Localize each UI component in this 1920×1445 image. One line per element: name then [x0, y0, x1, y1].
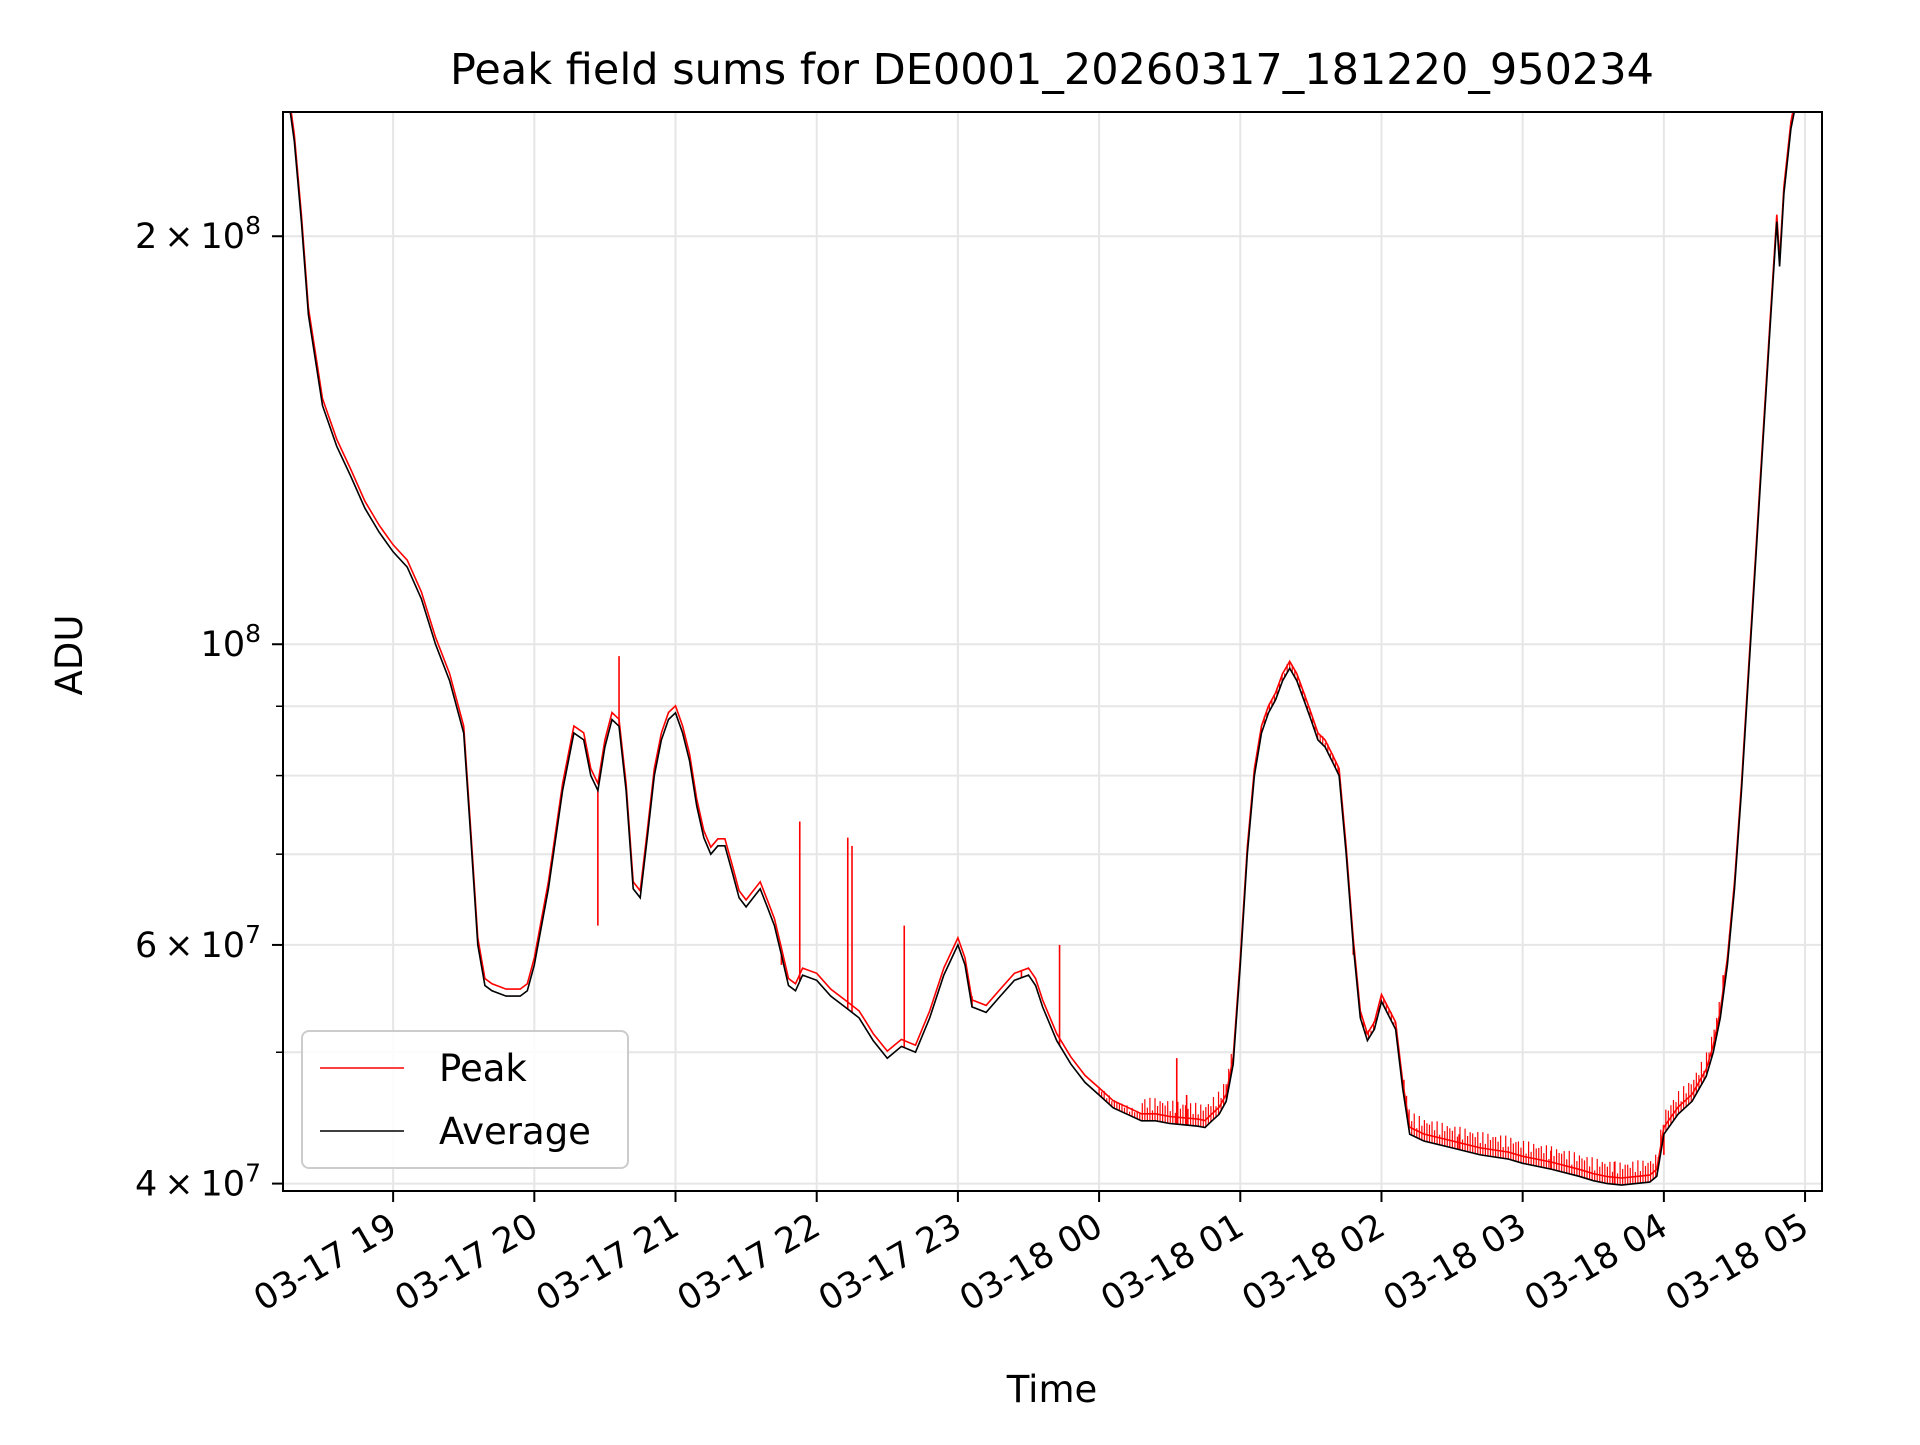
x-axis-label: Time: [1006, 1368, 1098, 1411]
average-series-line: [289, 112, 1796, 1186]
y-axis-label: ADU: [48, 615, 91, 696]
legend-peak-label: Peak: [439, 1047, 527, 1090]
legend-average-label: Average: [439, 1110, 591, 1153]
chart-title: Peak field sums for DE0001_20260317_1812…: [450, 45, 1654, 95]
y-tick-label: 6 × 107: [135, 919, 261, 966]
y-tick-label: 108: [201, 619, 261, 666]
y-axis: 4 × 107 6 × 107 108 2 × 108: [135, 211, 283, 1205]
legend: Peak Average: [301, 1030, 629, 1169]
y-tick-label: 2 × 108: [135, 211, 261, 258]
legend-box: [301, 1030, 629, 1169]
grid: [283, 112, 1822, 1191]
plot-frame: [282, 111, 1823, 1192]
y-tick-label: 4 × 107: [135, 1158, 261, 1205]
